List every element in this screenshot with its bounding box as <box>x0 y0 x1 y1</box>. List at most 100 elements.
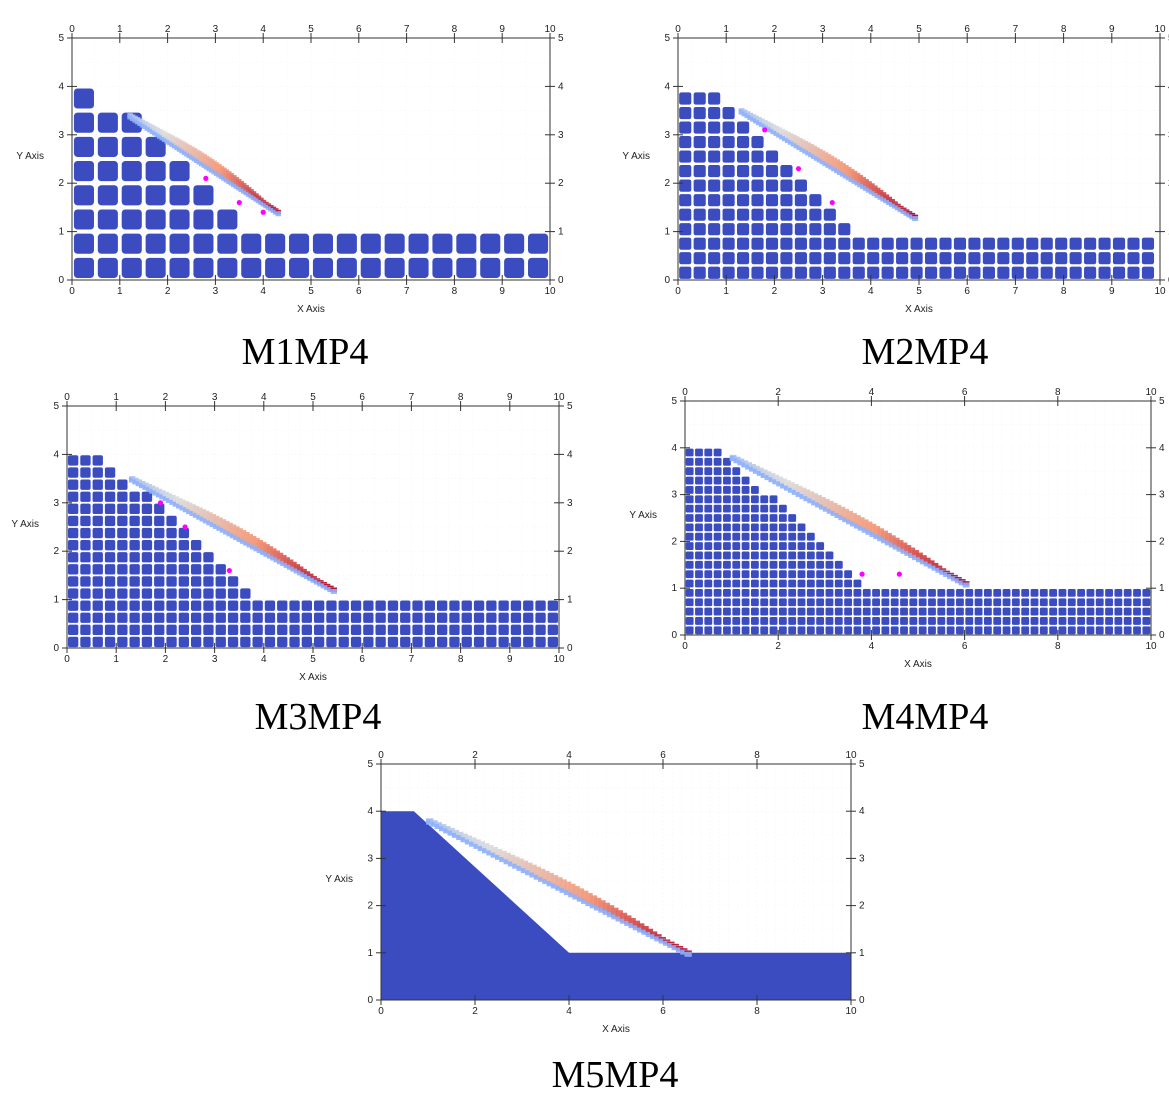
particle <box>480 233 501 254</box>
slide-segment <box>266 546 274 557</box>
sliding-mass <box>729 454 970 588</box>
particle <box>1058 607 1067 616</box>
particle <box>910 252 923 265</box>
particle <box>797 598 806 607</box>
slide-segment <box>884 532 892 544</box>
particle <box>788 532 797 541</box>
particle <box>510 600 522 611</box>
particle <box>154 576 165 587</box>
particle <box>215 576 226 587</box>
y-tick-label: 4 <box>53 449 59 460</box>
y-tick-label: 4 <box>671 443 677 454</box>
slide-segment <box>581 890 589 902</box>
particle <box>695 588 703 597</box>
particle <box>816 626 825 635</box>
particle <box>788 514 797 522</box>
particle <box>1105 598 1113 607</box>
particle <box>1021 617 1030 625</box>
particle <box>765 266 779 279</box>
particle <box>723 626 731 635</box>
particle <box>844 598 853 607</box>
particle <box>117 576 128 587</box>
y-tick-label: 5 <box>558 33 564 44</box>
y-tick-label: 1 <box>567 595 573 606</box>
particle <box>193 233 214 254</box>
particle <box>750 588 759 597</box>
slide-segment <box>563 881 572 894</box>
slide-transition-segment <box>884 540 892 546</box>
particle <box>412 612 423 623</box>
particle <box>695 457 703 466</box>
particle <box>806 542 815 550</box>
x-tick-label: 5 <box>310 392 316 403</box>
particle <box>816 607 825 616</box>
particle <box>765 252 779 265</box>
particle <box>190 576 202 587</box>
x-tick-label: 0 <box>682 387 688 398</box>
particle <box>750 617 759 625</box>
particle <box>1069 237 1082 250</box>
particle <box>872 588 880 597</box>
particle <box>825 579 834 588</box>
slide-transition-segment <box>576 896 585 902</box>
x-tick-label: 6 <box>356 24 362 35</box>
particle <box>723 588 731 597</box>
particle <box>154 527 165 539</box>
slide-segment <box>818 496 826 508</box>
particle <box>890 626 899 635</box>
particle <box>336 233 357 254</box>
slide-segment <box>576 888 585 900</box>
particle <box>834 588 843 597</box>
slide-segment <box>791 483 799 493</box>
plot-panel-m4mp4: 0 0 2 2 4 4 6 6 8 8 10 10 0 0 1 1 2 2 3 3 4 4 5 5 X Axis Y Axis <box>585 375 1169 705</box>
slide-transition-segment <box>213 523 220 529</box>
particle <box>1133 617 1141 625</box>
slide-transition-segment <box>737 460 745 466</box>
particle <box>1026 237 1039 250</box>
sliding-mass <box>128 476 338 594</box>
slide-segment <box>196 507 203 518</box>
slide-segment <box>273 550 280 561</box>
plot-panel-m5mp4: 0 0 2 2 4 4 6 6 8 8 10 10 0 0 1 1 2 2 3 3 4 4 5 5 X Axis Y Axis <box>300 740 870 1050</box>
slide-transition-segment <box>783 485 791 491</box>
particle <box>732 532 741 541</box>
particle <box>693 135 706 149</box>
particle <box>794 179 807 192</box>
particle <box>1039 617 1048 625</box>
particle <box>722 223 735 236</box>
slide-segment <box>606 905 615 916</box>
particle <box>982 266 995 279</box>
particle <box>1105 588 1113 597</box>
particle <box>432 233 453 254</box>
particle <box>881 607 890 616</box>
x-tick-label: 4 <box>566 1006 572 1017</box>
particle <box>723 457 731 466</box>
particle <box>723 570 731 579</box>
x-tick-label: 0 <box>69 24 75 35</box>
slide-transition-segment <box>189 510 196 516</box>
y-tick-label: 5 <box>671 396 677 407</box>
particle <box>301 636 313 648</box>
slide-transition-segment <box>645 931 654 937</box>
slide-transition-segment <box>464 839 473 845</box>
particle <box>769 588 778 597</box>
slide-transition-segment <box>772 479 780 485</box>
particle <box>946 598 955 607</box>
particle <box>679 252 692 265</box>
slide-transition-segment <box>159 494 166 500</box>
particle <box>713 588 722 597</box>
particle <box>760 504 769 513</box>
particle <box>67 467 79 478</box>
particle <box>92 576 103 587</box>
y-tick-label: 1 <box>859 948 865 959</box>
particle <box>215 612 226 623</box>
particle <box>547 600 559 611</box>
slide-transition-segment <box>958 580 966 586</box>
particle <box>312 233 333 254</box>
particle <box>809 252 822 265</box>
particle <box>722 179 735 192</box>
y-tick-label: 2 <box>558 178 564 189</box>
particle <box>169 257 190 278</box>
particle <box>154 600 165 611</box>
particle <box>80 612 91 623</box>
